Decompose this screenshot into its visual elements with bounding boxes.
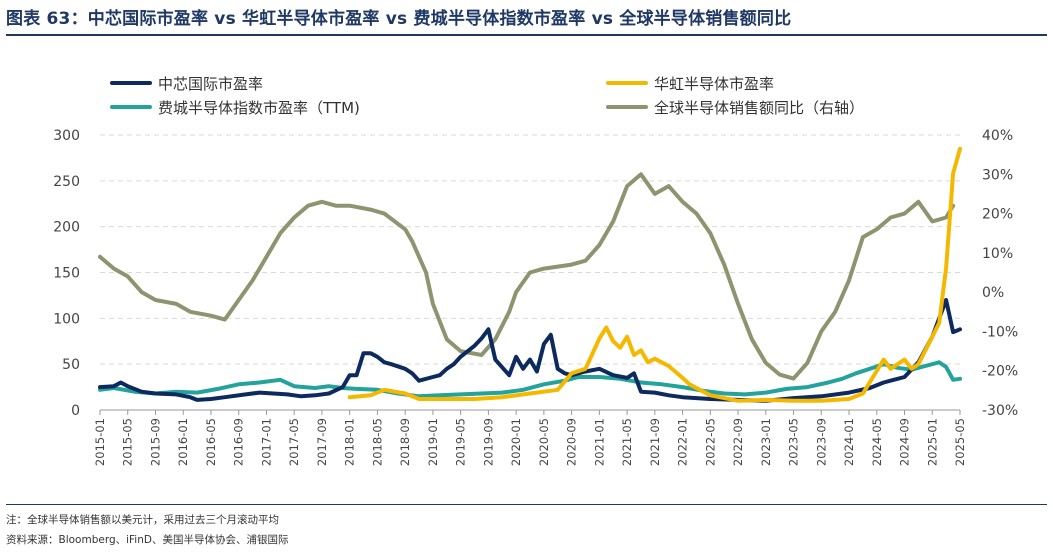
series-line-3 — [98, 172, 956, 381]
x-axis-tick-label: 2018-05 — [370, 418, 384, 466]
right-axis-tick-label: 20% — [982, 207, 1013, 223]
right-axis-tick-label: 30% — [982, 167, 1013, 183]
right-axis-tick-label: -20% — [982, 364, 1018, 380]
x-axis-tick-label: 2025-01 — [925, 418, 939, 466]
series-layer — [98, 146, 962, 403]
left-axis-tick-label: 150 — [53, 266, 80, 282]
x-axis-tick-label: 2023-01 — [759, 418, 773, 466]
left-axis-tick-label: 300 — [53, 128, 80, 144]
x-axis-tick-label: 2023-09 — [814, 418, 828, 466]
x-axis-tick-label: 2021-09 — [648, 418, 662, 466]
x-axis-tick-label: 2024-09 — [898, 418, 912, 466]
x-axis-tick-label: 2019-01 — [426, 418, 440, 466]
x-axis-tick-label: 2015-09 — [148, 418, 162, 466]
x-axis-tick-label: 2018-01 — [343, 418, 357, 466]
x-axis-tick-label: 2016-01 — [176, 418, 190, 466]
legend-label: 全球半导体销售额同比（右轴） — [654, 99, 864, 117]
x-axis-tick-label: 2019-09 — [481, 418, 495, 466]
left-axis-tick-label: 50 — [62, 357, 80, 373]
right-axis-tick-label: -10% — [982, 324, 1018, 340]
legend-label: 费城半导体指数市盈率（TTM) — [158, 99, 360, 117]
grid-layer — [100, 134, 960, 365]
title-underline — [6, 34, 1047, 36]
x-axis-tick-label: 2016-09 — [232, 418, 246, 466]
series-line-1 — [347, 146, 962, 403]
x-axis-tick-label: 2020-01 — [509, 418, 523, 466]
x-axis-tick-label: 2019-05 — [454, 418, 468, 466]
right-axis-tick-label: -30% — [982, 403, 1018, 419]
x-axis-tick-label: 2020-09 — [565, 418, 579, 466]
axis-layer: 0 50 100 150 200 250 300 -30% -20% -10% 0% 10% 20% 30… — [53, 128, 1018, 466]
chart-title: 图表 63：中芯国际市盈率 vs 华虹半导体市盈率 vs 费城半导体指数市盈率 … — [6, 9, 792, 29]
x-axis-tick-label: 2022-09 — [731, 418, 745, 466]
x-axis-tick-label: 2018-09 — [398, 418, 412, 466]
left-axis-tick-label: 200 — [53, 220, 80, 236]
left-axis-tick-label: 0 — [71, 403, 80, 419]
x-axis-tick-label: 2016-05 — [204, 418, 218, 466]
left-axis-tick-label: 250 — [53, 174, 80, 190]
chart-note: 注：全球半导体销售额以美元计，采用过去三个月滚动平均 — [6, 514, 279, 526]
x-axis-tick-label: 2017-09 — [315, 418, 329, 466]
chart-canvas: 0 50 100 150 200 250 300 -30% -20% -10% 0% 10% 20% 30… — [53, 75, 1018, 466]
x-axis-tick-label: 2021-05 — [620, 418, 634, 466]
series-line-2 — [98, 360, 962, 399]
x-axis-tick-label: 2022-01 — [676, 418, 690, 466]
x-axis-tick-label: 2015-01 — [93, 418, 107, 466]
legend-label: 华虹半导体市盈率 — [654, 75, 774, 93]
footer-rule — [6, 504, 1047, 505]
x-axis-tick-label: 2024-01 — [842, 418, 856, 466]
x-axis-tick-label: 2024-05 — [870, 418, 884, 466]
x-axis-tick-label: 2023-05 — [787, 418, 801, 466]
right-axis-tick-label: 0% — [982, 285, 1004, 301]
x-axis-tick-label: 2025-05 — [953, 418, 967, 466]
right-axis-tick-label: 40% — [982, 128, 1013, 144]
left-axis-tick-label: 100 — [53, 311, 80, 327]
x-axis-tick-label: 2022-05 — [703, 418, 717, 466]
right-axis-tick-label: 10% — [982, 246, 1013, 262]
chart-source: 资料来源：Bloomberg、iFinD、美国半导体协会、浦银国际 — [6, 534, 289, 546]
legend-label: 中芯国际市盈率 — [158, 75, 263, 93]
x-axis-tick-label: 2021-01 — [592, 418, 606, 466]
x-axis-tick-label: 2017-05 — [287, 418, 301, 466]
x-axis-tick-label: 2015-05 — [121, 418, 135, 466]
x-axis-tick-label: 2020-05 — [537, 418, 551, 466]
x-axis-tick-label: 2017-01 — [259, 418, 273, 466]
